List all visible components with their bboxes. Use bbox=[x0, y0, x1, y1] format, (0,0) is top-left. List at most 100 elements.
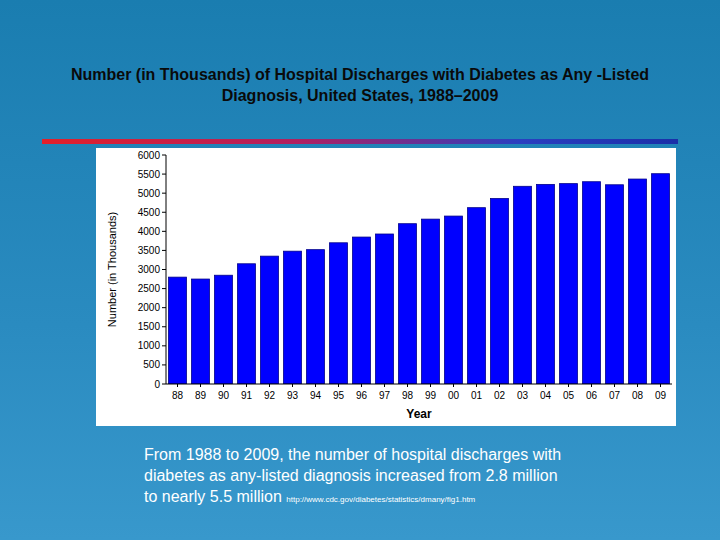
y-tick-label: 1500 bbox=[138, 321, 161, 332]
caption: From 1988 to 2009, the number of hospita… bbox=[144, 444, 574, 510]
x-tick-label: 96 bbox=[356, 390, 368, 401]
y-tick bbox=[162, 364, 166, 365]
y-tick bbox=[162, 384, 166, 385]
y-axis-label: Number (in Thousands) bbox=[106, 212, 118, 327]
bar bbox=[192, 279, 210, 384]
y-tick bbox=[162, 288, 166, 289]
y-tick-label: 5000 bbox=[138, 188, 161, 199]
x-tick bbox=[430, 384, 431, 387]
y-tick bbox=[162, 269, 166, 270]
bars bbox=[169, 174, 670, 384]
bar bbox=[583, 182, 601, 384]
y-tick-label: 2500 bbox=[138, 283, 161, 294]
x-tick bbox=[660, 384, 661, 387]
bar bbox=[537, 184, 555, 384]
x-tick-label: 05 bbox=[563, 390, 575, 401]
x-axis bbox=[166, 384, 672, 385]
x-tick-label: 88 bbox=[172, 390, 184, 401]
x-tick bbox=[591, 384, 592, 387]
y-tick bbox=[162, 307, 166, 308]
x-tick bbox=[200, 384, 201, 387]
x-tick bbox=[246, 384, 247, 387]
y-tick-label: 6000 bbox=[138, 150, 161, 161]
x-tick-label: 90 bbox=[218, 390, 230, 401]
x-tick-label: 02 bbox=[494, 390, 506, 401]
y-tick bbox=[162, 193, 166, 194]
bar bbox=[445, 216, 463, 384]
y-tick-label: 5500 bbox=[138, 169, 161, 180]
x-tick bbox=[545, 384, 546, 387]
bar bbox=[215, 275, 233, 384]
x-tick bbox=[614, 384, 615, 387]
x-tick bbox=[407, 384, 408, 387]
title-rule bbox=[42, 139, 678, 144]
bar bbox=[307, 250, 325, 384]
y-tick-label: 4000 bbox=[138, 226, 161, 237]
x-tick-label: 89 bbox=[195, 390, 207, 401]
y-tick-label: 500 bbox=[143, 359, 160, 370]
bar bbox=[606, 185, 624, 384]
y-tick bbox=[162, 345, 166, 346]
bar bbox=[560, 184, 578, 384]
x-tick-label: 95 bbox=[333, 390, 345, 401]
x-tick-label: 09 bbox=[655, 390, 667, 401]
x-tick-label: 08 bbox=[632, 390, 644, 401]
x-tick bbox=[637, 384, 638, 387]
x-axis-label: Year bbox=[406, 407, 432, 421]
x-tick-label: 01 bbox=[471, 390, 483, 401]
y-tick bbox=[162, 326, 166, 327]
x-tick bbox=[384, 384, 385, 387]
chart-panel: 0500100015002000250030003500400045005000… bbox=[96, 148, 676, 426]
bar bbox=[330, 243, 348, 384]
x-tick bbox=[269, 384, 270, 387]
x-tick bbox=[223, 384, 224, 387]
y-tick-label: 0 bbox=[154, 379, 160, 390]
x-tick bbox=[476, 384, 477, 387]
bar bbox=[422, 219, 440, 384]
x-tick bbox=[177, 384, 178, 387]
bar bbox=[284, 251, 302, 384]
bar bbox=[514, 186, 532, 384]
bar bbox=[629, 179, 647, 384]
x-tick-label: 03 bbox=[517, 390, 529, 401]
bar bbox=[238, 264, 256, 384]
y-tick bbox=[162, 250, 166, 251]
y-tick-label: 2000 bbox=[138, 302, 161, 313]
x-tick-label: 07 bbox=[609, 390, 621, 401]
x-tick-label: 99 bbox=[425, 390, 437, 401]
bar bbox=[261, 256, 279, 384]
y-tick-label: 4500 bbox=[138, 207, 161, 218]
bar bbox=[353, 237, 371, 384]
x-tick-label: 00 bbox=[448, 390, 460, 401]
bar bbox=[652, 174, 670, 384]
x-tick-label: 97 bbox=[379, 390, 391, 401]
title: Number (in Thousands) of Hospital Discha… bbox=[60, 64, 660, 106]
x-tick bbox=[568, 384, 569, 387]
y-tick-label: 3000 bbox=[138, 264, 161, 275]
y-tick bbox=[162, 155, 166, 156]
chart: 0500100015002000250030003500400045005000… bbox=[96, 148, 676, 426]
bar bbox=[376, 234, 394, 384]
x-tick-label: 94 bbox=[310, 390, 322, 401]
y-tick-label: 3500 bbox=[138, 245, 161, 256]
x-tick-label: 91 bbox=[241, 390, 253, 401]
y-tick bbox=[162, 231, 166, 232]
y-tick-label: 1000 bbox=[138, 340, 161, 351]
x-tick-label: 98 bbox=[402, 390, 414, 401]
x-tick-label: 93 bbox=[287, 390, 299, 401]
x-tick bbox=[315, 384, 316, 387]
x-tick-label: 06 bbox=[586, 390, 598, 401]
x-tick bbox=[361, 384, 362, 387]
y-tick bbox=[162, 174, 166, 175]
x-tick bbox=[522, 384, 523, 387]
y-tick bbox=[162, 212, 166, 213]
x-tick-label: 92 bbox=[264, 390, 276, 401]
bar bbox=[169, 277, 187, 384]
x-tick bbox=[338, 384, 339, 387]
bar bbox=[399, 224, 417, 384]
x-tick bbox=[292, 384, 293, 387]
bar bbox=[491, 199, 509, 384]
x-tick bbox=[499, 384, 500, 387]
bar bbox=[468, 208, 486, 384]
x-tick-label: 04 bbox=[540, 390, 552, 401]
